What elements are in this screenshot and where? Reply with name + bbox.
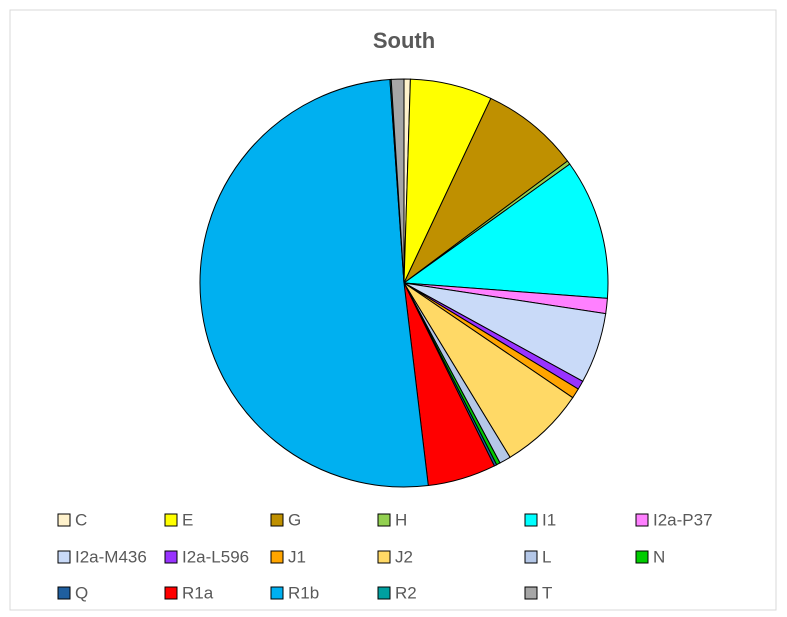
legend-label: C — [75, 510, 87, 529]
legend-swatch — [164, 586, 178, 600]
legend-label: J2 — [395, 547, 413, 566]
legend-label: I2a-L596 — [182, 547, 249, 566]
legend-label: R2 — [395, 583, 417, 602]
chart-title: South — [373, 28, 435, 53]
legend-swatch — [270, 550, 284, 564]
legend-label: N — [653, 547, 665, 566]
legend-swatch — [377, 513, 391, 527]
legend-swatch — [57, 586, 71, 600]
legend-label: T — [542, 583, 552, 602]
legend-label: E — [182, 510, 193, 529]
legend-label: J1 — [288, 547, 306, 566]
legend-label: R1b — [288, 583, 319, 602]
legend-swatch — [377, 550, 391, 564]
legend-swatch — [270, 513, 284, 527]
legend-label: R1a — [182, 583, 214, 602]
legend-swatch — [164, 550, 178, 564]
legend-swatch — [524, 513, 538, 527]
legend-label: Q — [75, 583, 88, 602]
legend-swatch — [270, 586, 284, 600]
legend-label: I2a-P37 — [653, 510, 713, 529]
legend-label: L — [542, 547, 551, 566]
pie-slice — [390, 78, 405, 284]
legend-swatch — [524, 586, 538, 600]
pie-slice — [402, 163, 609, 299]
legend-swatch — [635, 550, 649, 564]
pie-slice — [403, 97, 569, 284]
legend-swatch — [524, 550, 538, 564]
legend-swatch — [57, 550, 71, 564]
legend-swatch — [164, 513, 178, 527]
legend-swatch — [57, 513, 71, 527]
legend-swatch — [377, 586, 391, 600]
legend-label: I1 — [542, 510, 556, 529]
legend-label: I2a-M436 — [75, 547, 147, 566]
legend-swatch — [635, 513, 649, 527]
legend-label: H — [395, 510, 407, 529]
pie-slice — [199, 78, 429, 488]
legend-label: G — [288, 510, 301, 529]
